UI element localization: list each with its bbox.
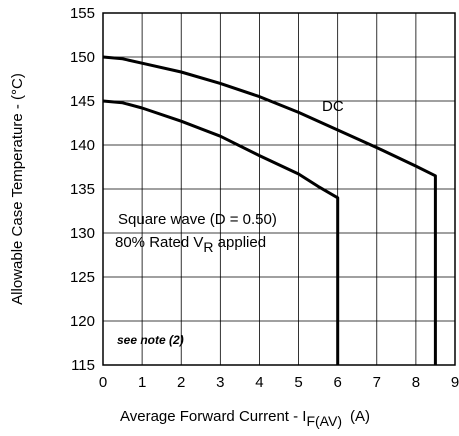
y-tick-label-8: 155 bbox=[70, 5, 95, 22]
series-group bbox=[102, 55, 437, 365]
y-tick-label-1: 120 bbox=[70, 313, 95, 330]
y-axis-label: Allowable Case Temperature - (°C) bbox=[9, 73, 26, 305]
x-tick-label-4: 4 bbox=[255, 374, 263, 391]
x-tick-label-5: 5 bbox=[294, 374, 302, 391]
y-tick-label-3: 130 bbox=[70, 225, 95, 242]
x-axis-label: Average Forward Current - IF(AV) (A) bbox=[120, 408, 370, 429]
x-tick-label-3: 3 bbox=[216, 374, 224, 391]
y-tick-labels: 115 120 125 130 135 140 145 150 155 bbox=[70, 5, 95, 374]
y-tick-label-2: 125 bbox=[70, 269, 95, 286]
x-tick-label-1: 1 bbox=[138, 374, 146, 391]
dc-label: DC bbox=[322, 98, 344, 115]
x-tick-labels: 0 1 2 3 4 5 6 7 8 9 bbox=[99, 374, 459, 391]
y-tick-label-5: 140 bbox=[70, 137, 95, 154]
y-tick-label-4: 135 bbox=[70, 181, 95, 198]
series-line-1 bbox=[102, 99, 340, 365]
x-axis-label-main: Average Forward Current - I bbox=[120, 408, 306, 425]
x-tick-label-9: 9 bbox=[451, 374, 459, 391]
x-tick-label-2: 2 bbox=[177, 374, 185, 391]
y-tick-label-7: 150 bbox=[70, 49, 95, 66]
plot-area-border bbox=[102, 12, 456, 366]
rated-vr-label-sub: R bbox=[203, 239, 213, 255]
series-line-0 bbox=[102, 55, 437, 365]
rated-vr-label-end: applied bbox=[214, 234, 267, 251]
rated-vr-label-main: 80% Rated V bbox=[115, 234, 203, 251]
x-tick-label-8: 8 bbox=[412, 374, 420, 391]
y-tick-label-0: 115 bbox=[71, 357, 95, 374]
x-axis-label-sub: F(AV) bbox=[306, 413, 342, 429]
square-wave-label: Square wave (D = 0.50) bbox=[118, 211, 277, 228]
y-tick-label-6: 145 bbox=[70, 93, 95, 110]
see-note-label: see note (2) bbox=[117, 333, 184, 347]
x-tick-label-7: 7 bbox=[373, 374, 381, 391]
x-axis-label-unit: (A) bbox=[350, 408, 370, 425]
rated-vr-label: 80% Rated VR applied bbox=[115, 234, 266, 255]
x-tick-label-0: 0 bbox=[99, 374, 107, 391]
x-tick-label-6: 6 bbox=[333, 374, 341, 391]
